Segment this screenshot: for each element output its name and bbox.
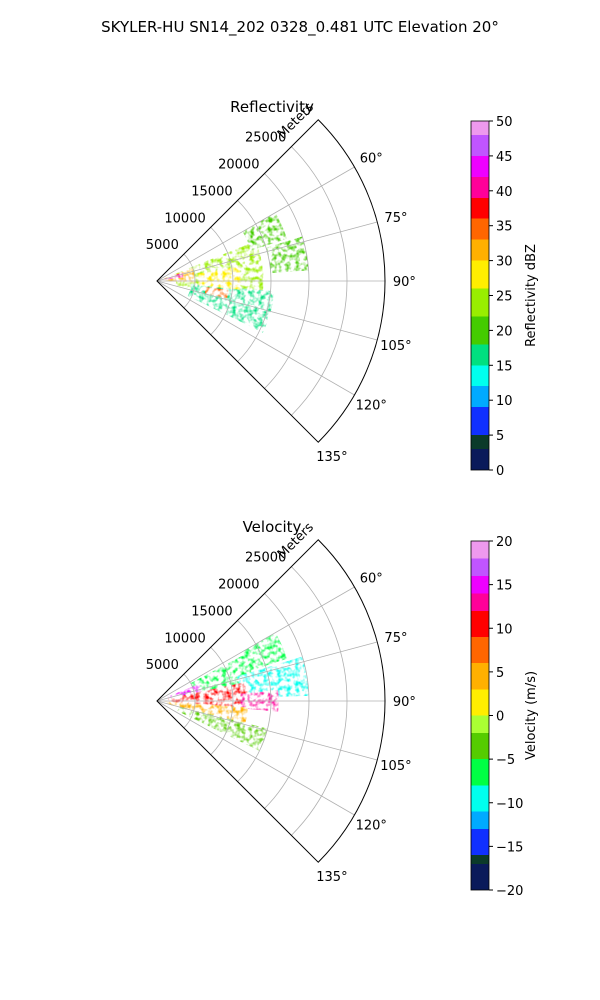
velocity-panel: Velocity 500010000150002000025000Meters6… [146, 518, 539, 899]
azimuth-tick-label: 135° [316, 450, 347, 465]
colorbar-tick-label: 0 [496, 710, 504, 725]
colorbar-tick-label: −5 [496, 753, 515, 768]
azimuth-gridline [156, 641, 378, 702]
azimuth-tick-label: 105° [380, 759, 411, 774]
echo-region [242, 632, 288, 671]
echo-region [242, 212, 288, 251]
range-tick-label: 20000 [218, 578, 259, 593]
range-tick-label: 10000 [164, 211, 205, 226]
azimuth-gridline [156, 280, 355, 396]
echo-region [168, 682, 249, 709]
azimuth-tick-label: 75° [384, 631, 407, 646]
colorbar-tick-label: 10 [496, 394, 513, 409]
colorbar-tick-label: 30 [496, 255, 513, 270]
azimuth-tick-label: 60° [360, 571, 383, 586]
azimuth-tick-label: 135° [316, 870, 347, 885]
azimuth-gridline [156, 280, 378, 341]
azimuth-gridline [156, 166, 355, 282]
colorbar-tick-label: 20 [496, 535, 513, 550]
reflectivity-panel: Reflectivity 500010000150002000025000Met… [146, 98, 539, 479]
colorbar-tick-label: 5 [496, 666, 504, 681]
range-tick-label: 15000 [191, 184, 232, 199]
echo-region [204, 287, 229, 299]
velocity-title: Velocity [243, 518, 302, 536]
echo-region [187, 283, 275, 333]
colorbar-label: Reflectivity dBZ [524, 244, 539, 347]
azimuth-tick-label: 90° [393, 275, 416, 290]
azimuth-tick-label: 90° [393, 695, 416, 710]
colorbar-tick-label: −20 [496, 884, 523, 899]
range-tick-label: 20000 [218, 158, 259, 173]
range-tick-label: 5000 [146, 238, 179, 253]
azimuth-tick-label: 120° [356, 819, 387, 834]
colorbar-tick-label: 15 [496, 359, 513, 374]
azimuth-gridline [156, 586, 355, 702]
colorbar-tick-label: 35 [496, 220, 513, 235]
azimuth-gridline [156, 700, 378, 761]
azimuth-tick-label: 60° [360, 151, 383, 166]
colorbar-tick-label: 25 [496, 290, 513, 305]
colorbar-scale [470, 120, 490, 471]
azimuth-gridline [156, 700, 355, 816]
velocity-colorbar: −20 −15 −10 −5 0 5 10 15 20 Velocity (m/s) [470, 535, 539, 899]
colorbar-tick-label: 45 [496, 150, 513, 165]
reflectivity-labels: 500010000150002000025000Meters60°75°90°1… [146, 100, 416, 465]
sector-frame [156, 539, 386, 863]
azimuth-tick-label: 120° [356, 399, 387, 414]
colorbar-label: Velocity (m/s) [524, 671, 539, 760]
azimuth-gridline [156, 221, 378, 282]
colorbar-tick-label: 15 [496, 579, 513, 594]
range-tick-label: 5000 [146, 658, 179, 673]
colorbar-scale [470, 540, 490, 891]
reflectivity-grid [156, 119, 386, 443]
figure-title: SKYLER-HU SN14_202 0328_0.481 UTC Elevat… [101, 18, 499, 37]
echo-region [236, 656, 309, 699]
colorbar-tick-label: 0 [496, 464, 504, 479]
range-tick-label: 15000 [191, 604, 232, 619]
echo-region [177, 706, 268, 751]
colorbar-tick-label: 5 [496, 429, 504, 444]
echo-region [198, 266, 241, 290]
colorbar-tick-label: −10 [496, 797, 523, 812]
colorbar-tick-label: 10 [496, 622, 513, 637]
sector-frame [156, 119, 386, 443]
colorbar-tick-label: 40 [496, 185, 513, 200]
echo-region [190, 654, 254, 694]
colorbar-tick-label: 20 [496, 324, 513, 339]
azimuth-tick-label: 75° [384, 211, 407, 226]
velocity-echoes [164, 632, 309, 751]
azimuth-tick-label: 105° [380, 339, 411, 354]
reflectivity-echoes [157, 212, 309, 333]
range-tick-label: 25000 [245, 131, 286, 146]
velocity-grid [156, 539, 386, 863]
reflectivity-title: Reflectivity [230, 98, 314, 116]
colorbar-tick-label: −15 [496, 840, 523, 855]
range-tick-label: 10000 [164, 631, 205, 646]
echo-region [266, 236, 309, 274]
colorbar-tick-label: 50 [496, 115, 513, 130]
range-tick-label: 25000 [245, 551, 286, 566]
reflectivity-colorbar: 0 5 10 15 20 25 30 35 40 45 50 Reflectivity dBZ [470, 115, 539, 479]
